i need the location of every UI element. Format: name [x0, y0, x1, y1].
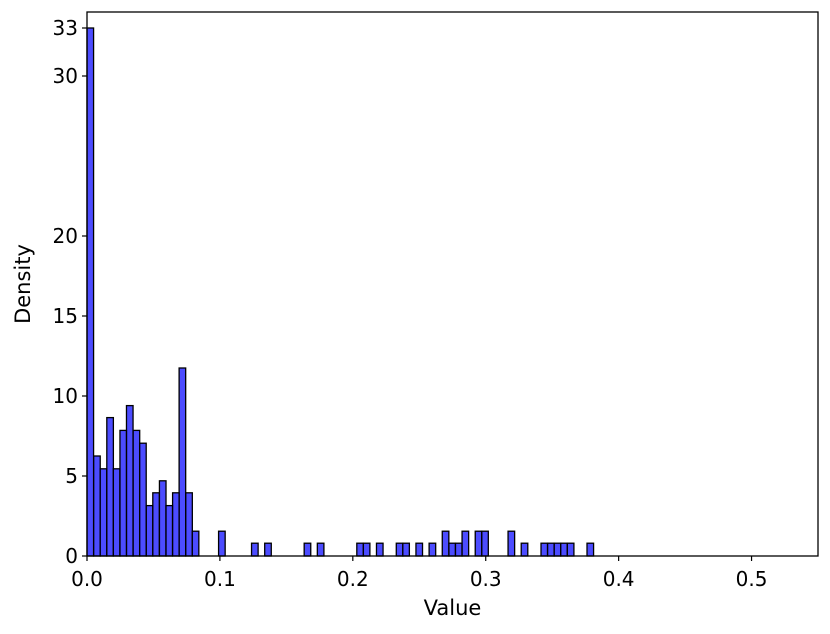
x-tick-label: 0.0 — [71, 567, 103, 591]
histogram-bar — [461, 530, 470, 557]
histogram-bar — [171, 492, 180, 557]
y-tick-label: 33 — [53, 16, 78, 40]
histogram-bar — [125, 404, 134, 557]
x-tick-label: 0.3 — [470, 567, 502, 591]
histogram-bar — [481, 530, 489, 557]
histogram-bar — [316, 542, 325, 557]
histogram-bar — [119, 429, 128, 557]
x-axis-label: Value — [424, 596, 482, 620]
x-tick-label: 0.4 — [603, 567, 635, 591]
histogram-bar — [566, 542, 575, 557]
histogram-bar — [375, 542, 384, 557]
histogram-bar — [138, 442, 147, 557]
y-axis-label: Density — [11, 244, 35, 324]
histogram-bar — [395, 542, 404, 557]
histogram-bar — [362, 542, 371, 557]
histogram-bar — [152, 492, 161, 557]
histogram-bar — [106, 416, 115, 557]
histogram-bar — [507, 530, 516, 557]
histogram-bar — [86, 27, 95, 557]
y-axis-ticks: 0 5 10 15 20 30 33 — [53, 16, 87, 568]
histogram-bar — [474, 530, 483, 557]
histogram-bar — [303, 542, 312, 557]
histogram-bars — [86, 27, 595, 557]
histogram-bar — [99, 468, 108, 557]
y-tick-label: 10 — [53, 384, 78, 408]
histogram-bar — [92, 455, 101, 557]
histogram-bar — [112, 468, 121, 557]
histogram-bar — [546, 542, 555, 557]
histogram-bar — [560, 542, 568, 557]
plot-frame — [86, 11, 819, 557]
histogram-bar — [178, 367, 187, 557]
y-tick-label: 30 — [53, 64, 78, 88]
y-tick-label: 20 — [53, 224, 78, 248]
histogram-bar — [402, 542, 411, 557]
histogram-bar — [448, 542, 457, 557]
y-tick-label: 15 — [53, 304, 78, 328]
histogram-bar — [441, 530, 450, 557]
histogram-bar — [250, 542, 259, 557]
histogram-bar — [132, 429, 141, 557]
y-tick-label: 5 — [65, 464, 78, 488]
x-tick-label: 0.5 — [736, 567, 768, 591]
histogram-bar — [185, 492, 193, 557]
x-tick-label: 0.2 — [337, 567, 369, 591]
histogram-bar — [586, 542, 595, 557]
histogram-bar — [415, 542, 424, 557]
x-tick-label: 0.1 — [204, 567, 236, 591]
histogram-bar — [540, 542, 549, 557]
histogram-bar — [158, 480, 167, 557]
histogram-bar — [520, 542, 529, 557]
histogram-bar — [264, 542, 272, 557]
histogram-bar — [428, 542, 437, 557]
histogram-bar — [217, 530, 226, 557]
histogram-bar — [145, 504, 154, 557]
histogram-bar — [553, 542, 562, 557]
x-axis-ticks: 0.0 0.1 0.2 0.3 0.4 0.5 — [71, 556, 767, 591]
histogram-bar — [454, 542, 463, 557]
histogram-bar — [356, 542, 365, 557]
histogram-bar — [165, 504, 174, 557]
histogram-bar — [191, 530, 200, 557]
y-tick-label: 0 — [65, 544, 78, 568]
